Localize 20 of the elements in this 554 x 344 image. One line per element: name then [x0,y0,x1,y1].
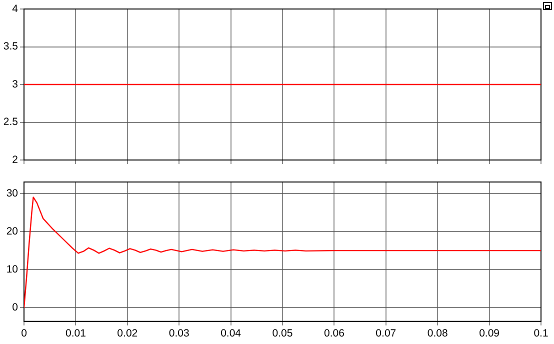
x-tick-label: 0.03 [168,328,190,340]
x-tick-label: 0.04 [220,328,242,340]
x-tick-label: 0.05 [272,328,293,340]
x-tick-label: 0.01 [65,328,86,340]
x-tick-label: 0.08 [427,328,448,340]
x-tick-label: 0.07 [376,328,396,340]
y-tick-label: 2 [12,154,18,166]
y-tick-label: 30 [6,187,18,200]
y-tick-label: 0 [12,302,18,314]
y-tick-label: 3.5 [3,40,18,53]
y-tick-label: 4 [12,2,18,15]
x-tick-label: 0.06 [324,328,345,340]
y-tick-label: 3 [12,78,18,90]
x-tick-label: 0.1 [534,328,548,340]
x-tick-label: 0.02 [117,328,138,340]
x-tick-label: 0 [21,328,28,340]
x-tick-label: 0.09 [479,328,500,340]
y-tick-label: 20 [6,225,18,238]
y-tick-label: 10 [6,263,18,276]
y-tick-label: 2.5 [3,116,18,128]
